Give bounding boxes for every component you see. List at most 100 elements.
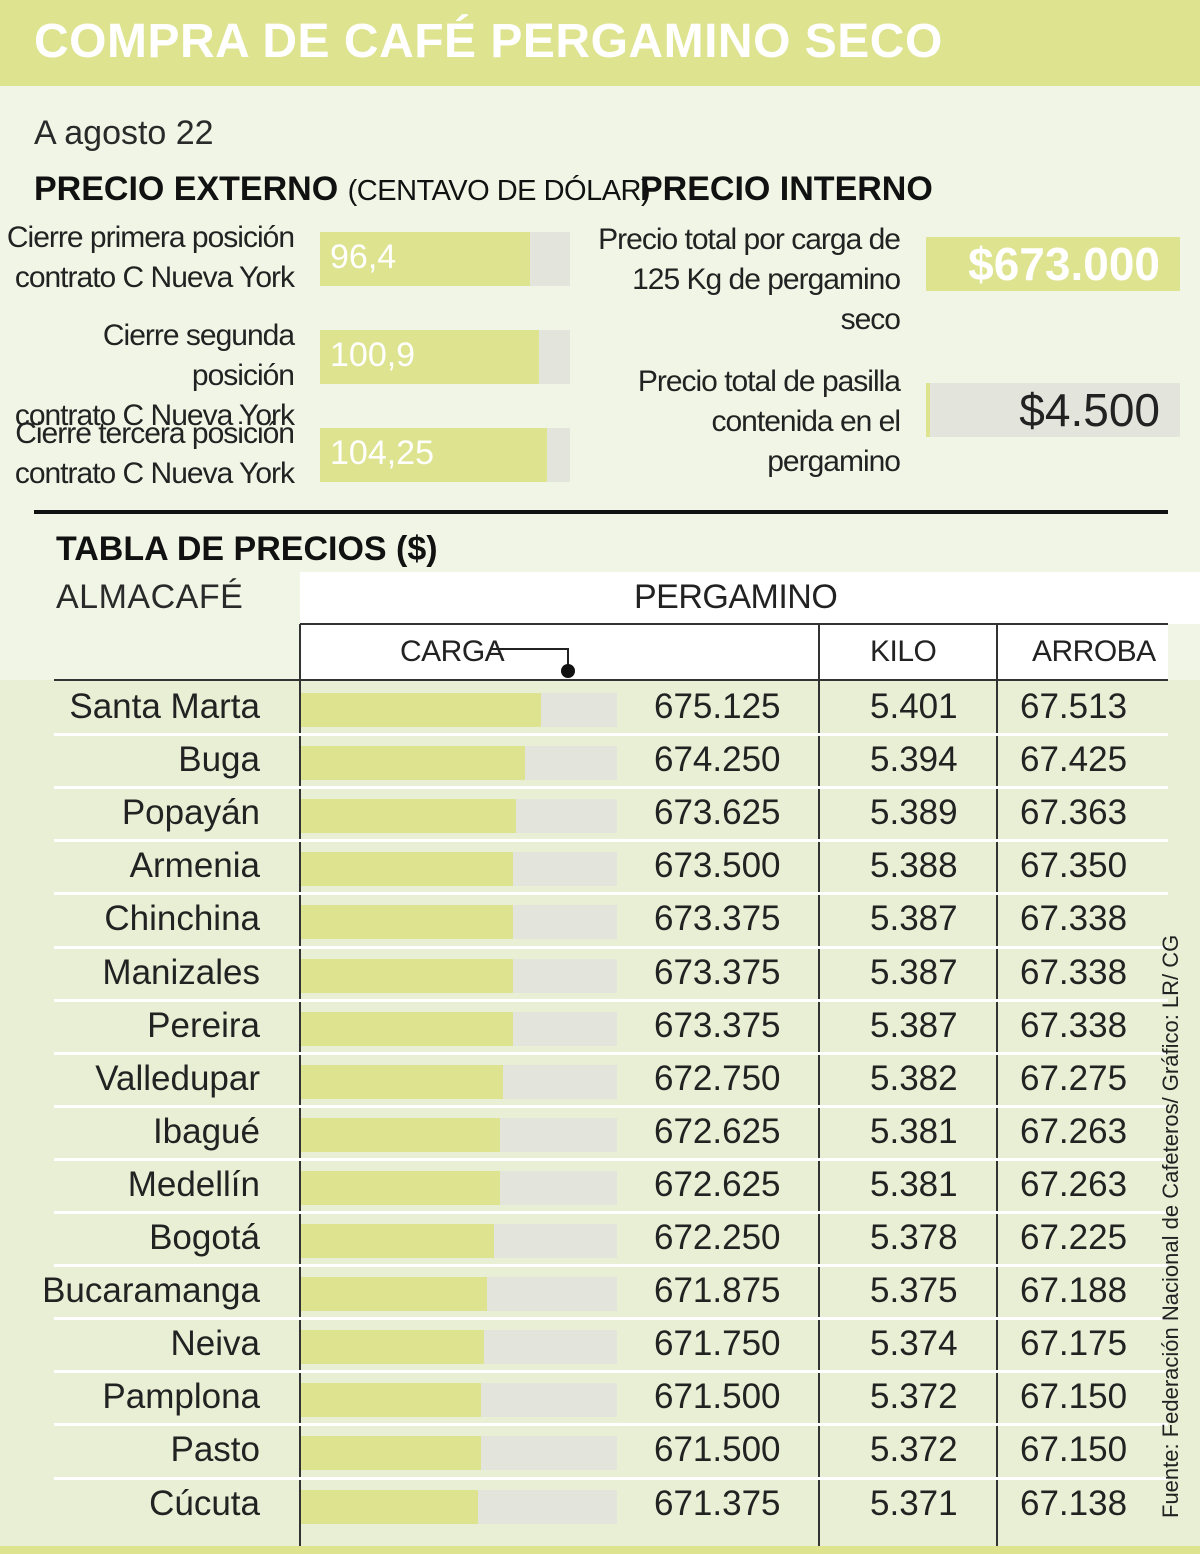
external-price-label: Cierre primera posición contrato C Nueva … bbox=[0, 218, 295, 298]
carga-value: 671.500 bbox=[654, 1430, 781, 1470]
external-price-bar bbox=[320, 330, 540, 384]
row-separator bbox=[54, 945, 1168, 949]
kilo-value: 5.387 bbox=[870, 952, 958, 992]
kilo-value: 5.372 bbox=[870, 1430, 958, 1470]
carga-bar bbox=[301, 1489, 478, 1524]
carga-bar bbox=[301, 693, 542, 727]
city-label: Buga bbox=[178, 740, 260, 780]
row-separator bbox=[54, 1051, 1168, 1055]
carga-label-line: 125 Kg de pergamino bbox=[632, 263, 901, 296]
arroba-value: 67.150 bbox=[1020, 1430, 1128, 1470]
external-price-bar bbox=[320, 428, 547, 482]
row-header-label: ALMACAFÉ bbox=[56, 578, 244, 616]
carga-bar-track bbox=[301, 1170, 617, 1205]
carga-value: 674.250 bbox=[654, 740, 781, 780]
city-label: Armenia bbox=[129, 846, 260, 886]
row-separator bbox=[54, 733, 1168, 737]
external-price-bar-track: 96,4 bbox=[320, 232, 570, 286]
arroba-value: 67.338 bbox=[1020, 899, 1128, 939]
carga-bar-track bbox=[301, 958, 617, 993]
row-separator bbox=[54, 1264, 1168, 1268]
arroba-value: 67.338 bbox=[1020, 952, 1128, 992]
city-label: Medellín bbox=[127, 1164, 260, 1204]
city-label: Bucaramanga bbox=[42, 1271, 260, 1311]
carga-bar bbox=[301, 1170, 501, 1205]
carga-price-value: $673.000 bbox=[926, 237, 1180, 291]
arroba-value: 67.138 bbox=[1020, 1483, 1128, 1523]
kilo-value: 5.378 bbox=[870, 1218, 958, 1257]
carga-value: 671.375 bbox=[654, 1483, 781, 1523]
pasilla-label-line: contenida en el bbox=[711, 405, 902, 438]
carga-value: 671.875 bbox=[654, 1271, 781, 1311]
city-label: Popayán bbox=[121, 793, 260, 833]
carga-bar bbox=[301, 1064, 504, 1099]
row-separator bbox=[54, 786, 1168, 790]
carga-value: 672.625 bbox=[654, 1164, 781, 1204]
row-separator bbox=[54, 1157, 1168, 1161]
external-price-unit: (CENTAVO DE DÓLAR) bbox=[347, 175, 651, 207]
city-label: Ibagué bbox=[152, 1111, 260, 1151]
carga-bar-track bbox=[301, 1011, 617, 1046]
kilo-value: 5.382 bbox=[870, 1058, 958, 1098]
arroba-value: 67.225 bbox=[1020, 1218, 1128, 1257]
column-header-kilo: KILO bbox=[870, 635, 937, 668]
carga-bar-track bbox=[301, 1489, 617, 1524]
column-header-panel bbox=[300, 624, 1168, 680]
row-separator bbox=[54, 892, 1168, 896]
source-note: Fuente: Federación Nacional de Cafeteros… bbox=[1158, 934, 1183, 1518]
kilo-value: 5.389 bbox=[870, 793, 958, 833]
bottom-band bbox=[0, 1546, 1200, 1554]
carga-value: 673.375 bbox=[654, 899, 781, 939]
arroba-value: 67.175 bbox=[1020, 1324, 1128, 1364]
kilo-value: 5.387 bbox=[870, 1005, 958, 1045]
external-price-value: 96,4 bbox=[330, 238, 397, 276]
city-label: Cúcuta bbox=[149, 1483, 260, 1523]
kilo-value: 5.374 bbox=[870, 1324, 958, 1364]
pasilla-label-line: pergamino bbox=[767, 445, 901, 478]
arroba-value: 67.188 bbox=[1020, 1271, 1128, 1311]
external-label-line: Cierre segunda posición bbox=[102, 319, 295, 392]
carga-value: 675.125 bbox=[654, 687, 781, 726]
carga-leader-drop bbox=[567, 648, 569, 668]
kilo-value: 5.387 bbox=[870, 899, 958, 939]
carga-bar-track bbox=[301, 905, 617, 940]
kilo-value: 5.371 bbox=[870, 1483, 958, 1523]
carga-bar-track bbox=[301, 1224, 617, 1258]
arroba-value: 67.263 bbox=[1020, 1164, 1128, 1204]
external-price-label: Cierre segunda posición contrato C Nueva … bbox=[0, 316, 295, 436]
column-divider-kilo bbox=[996, 624, 998, 1546]
carga-bar-track bbox=[301, 1330, 617, 1365]
external-price-bar-track: 104,25 bbox=[320, 428, 570, 482]
carga-value: 673.500 bbox=[654, 846, 781, 886]
carga-bar bbox=[301, 1224, 494, 1258]
carga-leader-line bbox=[490, 648, 568, 650]
carga-bar bbox=[301, 1436, 482, 1471]
kilo-value: 5.401 bbox=[870, 687, 958, 726]
carga-bar-track bbox=[301, 799, 617, 834]
city-label: Valledupar bbox=[95, 1058, 260, 1098]
external-price-heading: PRECIO EXTERNO bbox=[34, 170, 339, 208]
city-label: Manizales bbox=[102, 952, 260, 992]
city-label: Neiva bbox=[170, 1324, 260, 1364]
section-divider bbox=[34, 510, 1168, 514]
carga-value: 673.625 bbox=[654, 793, 781, 833]
carga-label-line: Precio total por carga de bbox=[598, 223, 901, 256]
carga-bar-track bbox=[301, 1117, 617, 1152]
carga-label-line: seco bbox=[840, 303, 901, 336]
external-label-line: Cierre primera posición bbox=[6, 221, 295, 254]
carga-value: 672.250 bbox=[654, 1218, 781, 1257]
column-divider-carga bbox=[818, 624, 820, 1546]
group-header-rule bbox=[300, 623, 1168, 625]
row-separator bbox=[54, 1476, 1168, 1480]
carga-bar bbox=[301, 852, 513, 887]
carga-bar-track bbox=[301, 1383, 617, 1418]
table-title: TABLA DE PRECIOS ($) bbox=[56, 530, 438, 568]
kilo-value: 5.394 bbox=[870, 740, 958, 780]
city-label: Pamplona bbox=[102, 1377, 260, 1417]
column-divider-city bbox=[299, 624, 301, 1546]
carga-value: 672.750 bbox=[654, 1058, 781, 1098]
column-header-carga: CARGA bbox=[400, 635, 505, 668]
external-label-line: Cierre tercera posición bbox=[15, 417, 295, 450]
carga-value: 671.500 bbox=[654, 1377, 781, 1417]
external-price-value: 100,9 bbox=[330, 336, 416, 374]
